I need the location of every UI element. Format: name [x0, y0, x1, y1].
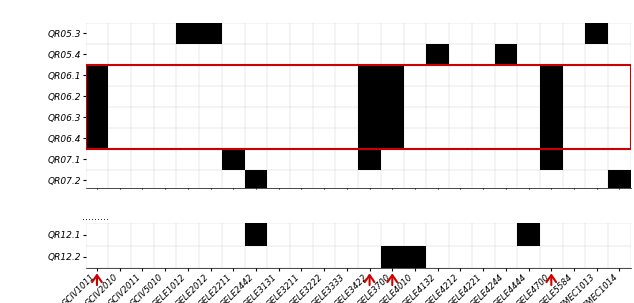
Bar	[540, 149, 563, 170]
Bar	[358, 65, 381, 86]
Bar	[381, 107, 404, 128]
Bar	[381, 128, 404, 149]
Bar	[86, 128, 108, 149]
Bar	[540, 128, 563, 149]
Bar	[540, 107, 563, 128]
Bar	[540, 65, 563, 86]
Bar	[495, 44, 517, 65]
Bar	[358, 86, 381, 107]
Bar	[245, 223, 268, 246]
Bar	[381, 246, 404, 268]
Bar	[426, 44, 449, 65]
Bar	[86, 65, 631, 149]
Bar	[358, 149, 381, 170]
Bar	[86, 86, 108, 107]
Bar	[245, 170, 268, 191]
Bar	[404, 246, 426, 268]
Bar	[222, 149, 245, 170]
Bar	[381, 86, 404, 107]
Bar	[381, 65, 404, 86]
Bar	[585, 23, 608, 44]
Bar	[86, 65, 108, 86]
Bar	[86, 107, 108, 128]
Bar	[517, 223, 540, 246]
Bar	[540, 86, 563, 107]
Bar	[176, 23, 199, 44]
Bar	[199, 23, 222, 44]
Bar	[358, 107, 381, 128]
Bar	[608, 170, 631, 191]
Text: .........: .........	[82, 211, 110, 222]
Bar	[358, 128, 381, 149]
